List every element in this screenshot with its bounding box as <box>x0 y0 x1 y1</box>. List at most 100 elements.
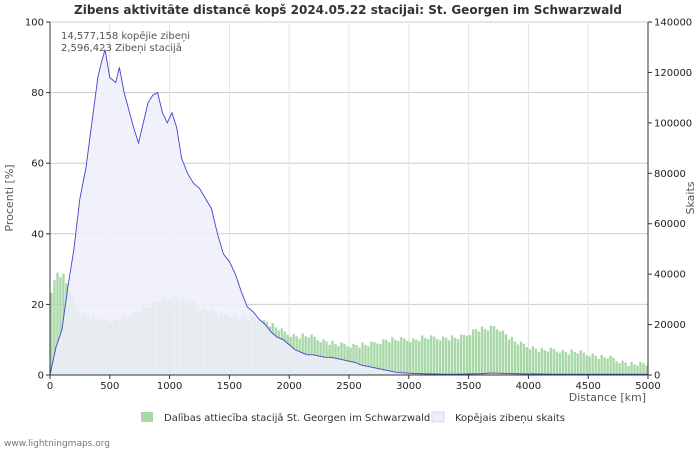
participation-bar <box>53 280 56 375</box>
participation-bar <box>531 346 535 375</box>
participation-bar <box>436 339 439 375</box>
participation-bar <box>409 342 412 375</box>
y-left-tick-label: 60 <box>31 159 44 170</box>
axes: 0 500 1000 1500 2000 2500 3000 3500 4000 4500 5000… <box>25 18 692 393</box>
participation-bar <box>570 349 573 375</box>
participation-bar <box>504 334 508 375</box>
participation-bar <box>403 338 406 375</box>
participation-bar <box>492 326 496 375</box>
participation-bar <box>498 331 502 375</box>
participation-bar <box>618 363 621 375</box>
y-right-axis-label: Skaits <box>684 181 697 214</box>
participation-bar <box>489 325 493 375</box>
x-tick-label: 4500 <box>575 381 600 392</box>
y-left-axis-label: Procenti [%] <box>3 164 16 231</box>
participation-bar <box>525 347 529 375</box>
x-tick-label: 1000 <box>157 381 182 392</box>
x-tick-label: 3500 <box>456 381 481 392</box>
participation-bar <box>456 339 460 375</box>
participation-bar <box>636 365 639 375</box>
y-right-tick-label: 40000 <box>654 270 686 281</box>
x-tick-label: 4000 <box>516 381 541 392</box>
participation-bar <box>621 360 624 375</box>
participation-bar <box>361 342 364 375</box>
x-tick-label: 2500 <box>336 381 361 392</box>
y-left-tick-label: 20 <box>31 300 44 311</box>
participation-bar <box>462 334 466 375</box>
participation-bar <box>528 349 532 375</box>
participation-bar <box>546 351 550 375</box>
participation-bar <box>370 341 373 375</box>
y-right-tick-label: 80000 <box>654 169 686 180</box>
participation-bar <box>558 352 561 375</box>
x-tick-label: 2000 <box>276 381 301 392</box>
y-right-tick-label: 100000 <box>654 118 692 129</box>
participation-bar <box>459 334 463 375</box>
y-right-tick-label: 20000 <box>654 320 686 331</box>
participation-bar <box>468 335 472 375</box>
legend-swatch-total <box>431 411 445 423</box>
y-right-tick-label: 0 <box>654 371 660 382</box>
participation-bar <box>513 341 517 375</box>
participation-bar <box>406 340 409 375</box>
y-left-tick-label: 40 <box>31 229 44 240</box>
participation-bar <box>483 329 487 375</box>
x-axis-label: Distance [km] <box>569 391 646 404</box>
participation-bar <box>430 335 433 375</box>
participation-bar <box>367 346 370 375</box>
participation-bar <box>447 340 451 375</box>
participation-bar <box>385 339 388 375</box>
participation-bar <box>50 292 53 375</box>
legend-label-participation: Dalības attiecība stacijā St. Georgen im… <box>164 413 430 424</box>
participation-bar <box>510 337 514 375</box>
participation-bar <box>465 335 469 375</box>
y-right-tick-label: 140000 <box>654 18 692 29</box>
participation-bar <box>564 352 567 375</box>
participation-bar <box>427 339 430 375</box>
participation-bar <box>561 349 564 375</box>
participation-bar <box>397 340 400 375</box>
participation-bar <box>594 355 597 375</box>
participation-bar <box>424 337 427 375</box>
legend-label-total: Kopējais zibeņu skaits <box>455 413 565 424</box>
y-left-tick-label: 80 <box>31 88 44 99</box>
participation-bar <box>418 341 421 375</box>
chart-title: Zibens aktivitāte distancē kopš 2024.05.… <box>74 3 622 17</box>
total-count-line <box>49 49 648 376</box>
participation-bar <box>382 339 385 375</box>
participation-bar <box>522 343 526 375</box>
annotation-station: 2,596,423 Zibeņi stacijā <box>61 43 182 54</box>
x-tick-label: 5000 <box>635 381 660 392</box>
legend-swatch-participation <box>141 412 153 422</box>
y-right-tick-label: 120000 <box>654 68 692 79</box>
participation-bar <box>600 354 603 375</box>
annotation-total: 14,577,158 kopējie zibeņi <box>61 31 190 42</box>
participation-bar <box>507 339 511 375</box>
participation-bar <box>352 343 355 375</box>
participation-bar <box>537 351 541 375</box>
participation-bar <box>633 364 636 375</box>
participation-bar <box>627 365 630 375</box>
y-right-tick-label: 60000 <box>654 219 686 230</box>
participation-bar <box>59 276 62 375</box>
participation-bar <box>501 330 505 375</box>
participation-bar <box>540 347 544 375</box>
participation-bar <box>453 337 457 375</box>
participation-bar <box>477 331 481 375</box>
participation-bar <box>567 354 570 375</box>
participation-bar <box>439 340 442 375</box>
participation-bar <box>495 329 499 375</box>
participation-bar <box>549 347 553 375</box>
participation-bar <box>480 326 484 375</box>
participation-bar <box>364 344 367 375</box>
participation-bar <box>624 362 627 375</box>
total-count-area <box>49 49 648 376</box>
participation-bar <box>576 353 579 375</box>
participation-bar <box>358 347 361 375</box>
participation-bar <box>630 361 633 375</box>
participation-bar <box>543 350 547 375</box>
participation-bar <box>415 339 418 375</box>
footer-credit: www.lightningmaps.org <box>4 439 110 449</box>
participation-bar <box>373 341 376 375</box>
